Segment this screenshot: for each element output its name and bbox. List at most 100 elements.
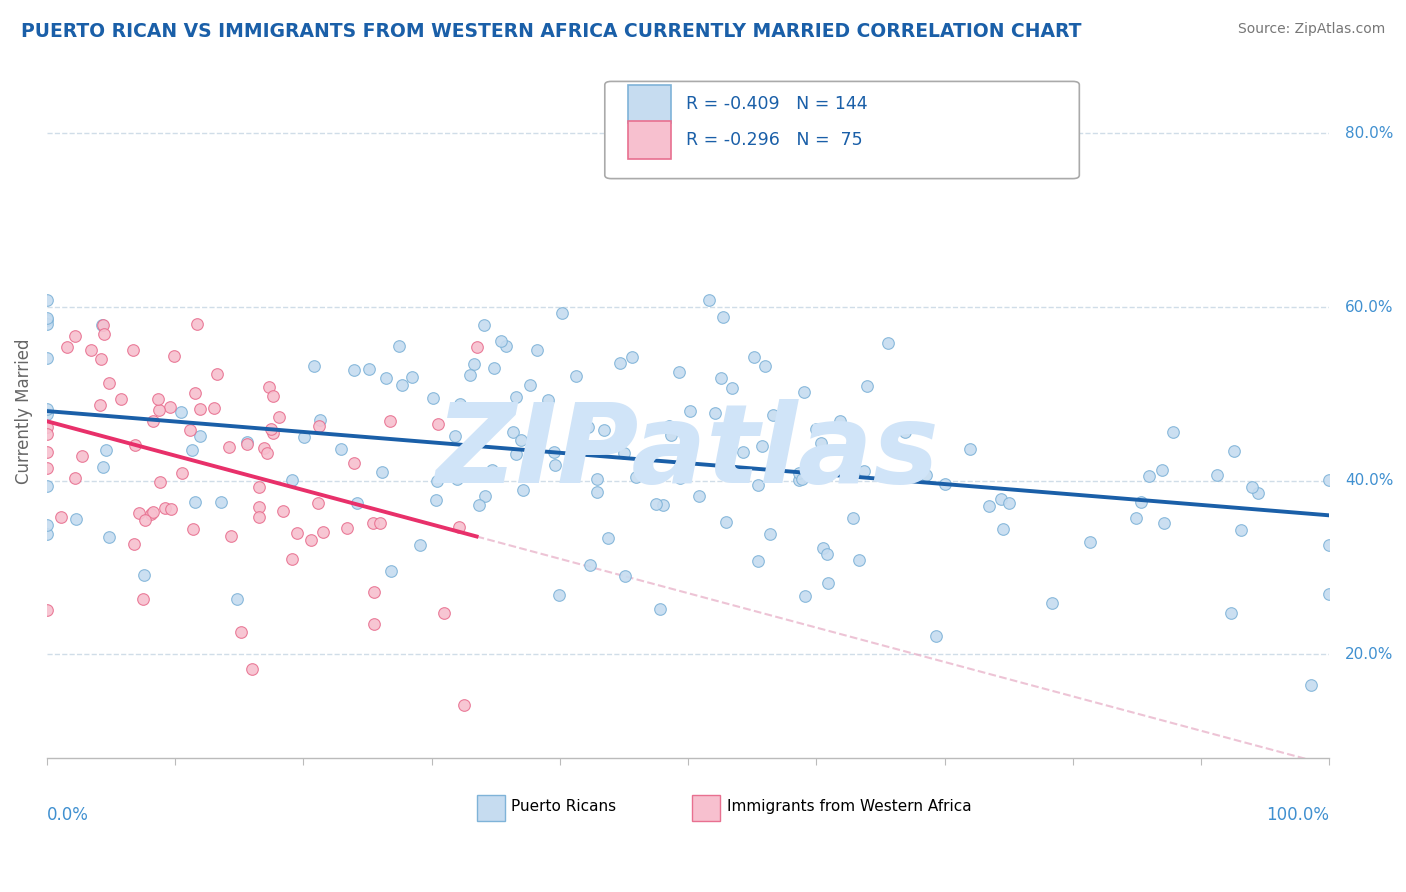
Point [544,458,567,472]
Point [89,398,111,412]
Point [128,506,150,520]
Point [247,510,270,524]
Point [794,589,817,603]
Point [1319,474,1341,488]
Point [1230,523,1253,537]
Point [312,525,335,540]
Point [993,522,1015,536]
Point [585,484,607,499]
Point [742,350,765,364]
Point [811,541,834,555]
Point [668,365,690,379]
Text: 100.0%: 100.0% [1267,806,1330,824]
Point [449,520,471,534]
Point [1137,469,1160,483]
Point [281,551,304,566]
Point [425,492,447,507]
Point [817,576,839,591]
Text: 80.0%: 80.0% [1344,126,1393,141]
Point [163,349,186,363]
Point [91,460,114,475]
Point [609,356,631,370]
Point [432,606,454,620]
Point [853,464,876,478]
Point [1319,538,1341,552]
Point [343,363,366,377]
Point [231,625,253,640]
Point [925,629,948,643]
Point [122,537,145,551]
Point [80,343,103,357]
Point [98,376,121,391]
Point [179,424,201,438]
Point [624,470,647,484]
Point [148,403,170,417]
Point [789,466,811,480]
Point [449,396,471,410]
Point [509,433,531,447]
Point [657,419,679,434]
Point [505,447,527,461]
Point [453,698,475,712]
Point [267,410,290,425]
Point [253,441,276,455]
Point [1150,463,1173,477]
Point [467,498,489,512]
Point [1163,425,1185,439]
Point [1240,480,1263,494]
Point [240,662,263,676]
Point [262,389,284,403]
Text: 40.0%: 40.0% [1344,473,1393,488]
Point [309,412,332,426]
Point [124,438,146,452]
Point [172,467,194,481]
Point [160,502,183,516]
FancyBboxPatch shape [605,81,1080,178]
Point [153,501,176,516]
Point [205,367,228,381]
Point [512,483,534,497]
Point [505,390,527,404]
Point [35,444,58,458]
Point [621,350,644,364]
Point [576,420,599,434]
Point [652,498,675,512]
Point [1220,606,1243,620]
Point [218,440,240,454]
Point [236,435,259,450]
Point [401,369,423,384]
Point [644,497,666,511]
Point [842,511,865,525]
Point [281,474,304,488]
Point [55,339,77,353]
Point [426,474,449,488]
Point [463,357,485,371]
Point [363,617,385,632]
Point [536,393,558,408]
Point [810,435,832,450]
Point [990,491,1012,506]
Text: ZIPatlas: ZIPatlas [436,400,941,507]
Point [596,531,619,545]
Point [856,379,879,393]
Point [110,392,132,407]
Point [1078,534,1101,549]
Point [294,429,316,443]
Point [751,440,773,454]
Point [90,351,112,366]
Point [1129,495,1152,509]
Point [190,402,212,417]
Point [35,310,58,325]
Point [1125,511,1147,525]
Point [388,339,411,353]
Point [502,425,524,439]
Point [142,414,165,428]
Point [35,408,58,422]
Text: 60.0%: 60.0% [1344,300,1393,315]
Point [1153,516,1175,531]
Text: 20.0%: 20.0% [1344,647,1393,662]
Point [495,339,517,353]
Text: Immigrants from Western Africa: Immigrants from Western Africa [727,799,972,814]
Point [711,310,734,324]
Point [35,427,58,442]
